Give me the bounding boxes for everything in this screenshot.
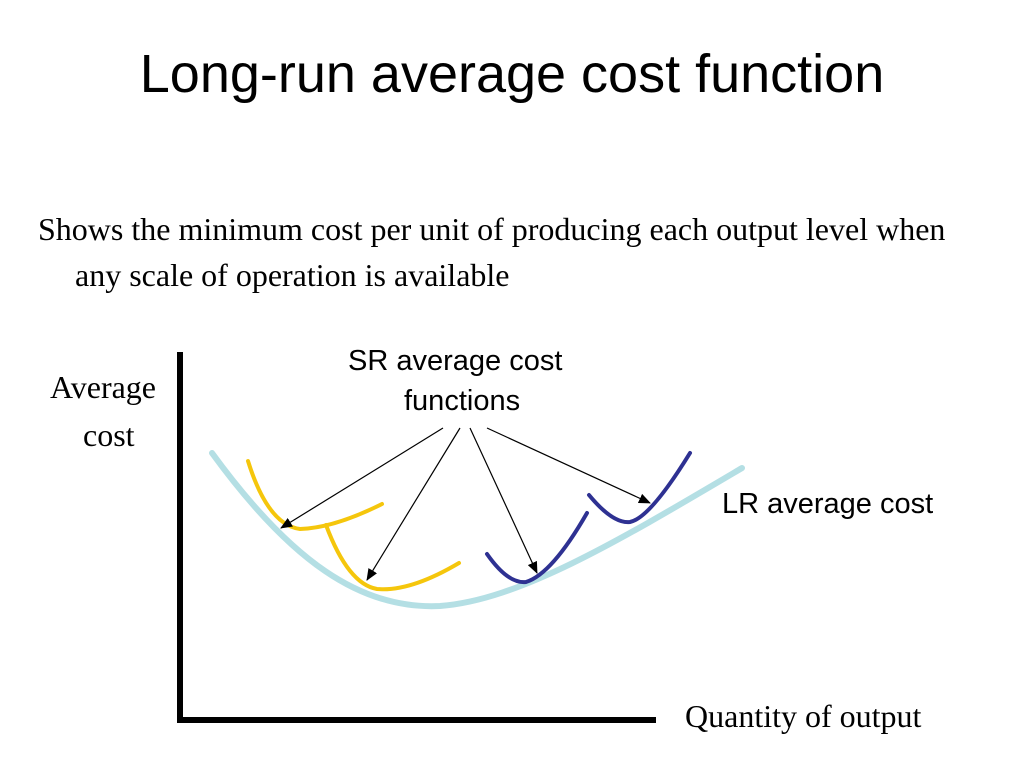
sr-cost-curve-4 [587,451,692,525]
sr-arrow-3 [469,427,538,574]
sr-cost-curve-1 [246,459,384,532]
sr-arrow-4 [486,427,651,504]
y-axis-label-line2: cost [83,417,135,453]
sr-label-line2: functions [404,385,521,417]
lr-average-cost-label: LR average cost [722,488,934,520]
sr-arrow-1 [280,427,444,529]
y-axis-label-line1: Average [50,369,156,405]
lr-average-cost-curve [209,450,745,610]
slide-body-text: Shows the minimum cost per unit of produ… [38,211,946,293]
sr-cost-curve-2 [324,523,461,592]
slide-title: Long-run average cost function [139,44,885,104]
x-axis-label: Quantity of output [685,698,922,734]
sr-cost-curve-3 [485,511,589,585]
sr-label-line1: SR average cost [348,345,563,377]
sr-arrow-2 [366,427,461,581]
